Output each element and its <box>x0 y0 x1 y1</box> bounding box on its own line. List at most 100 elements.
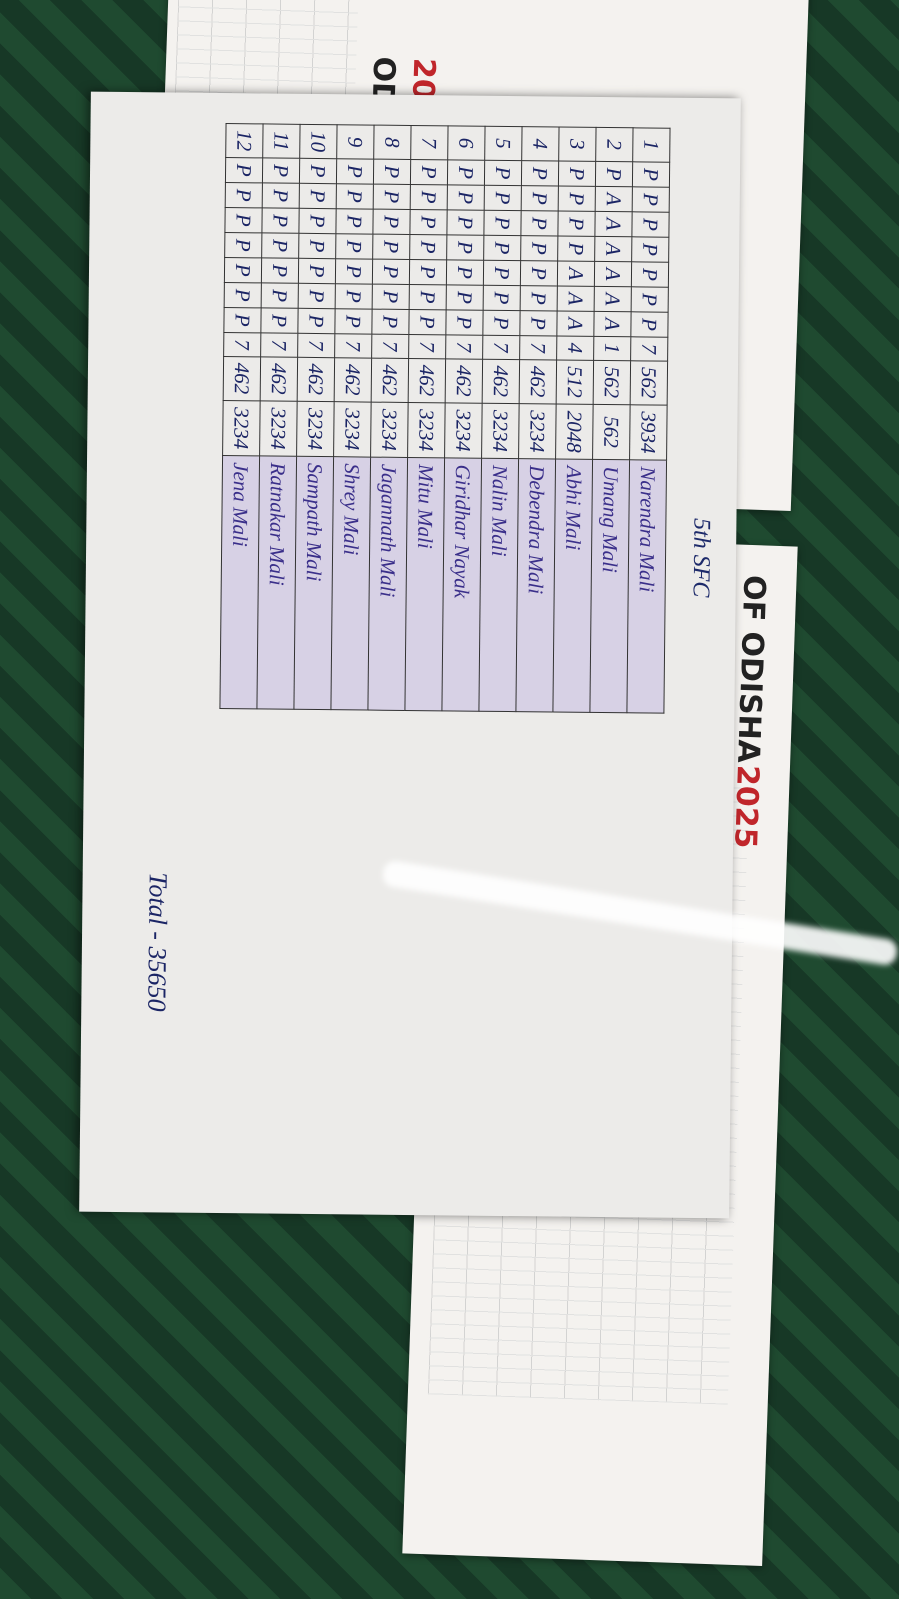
attendance-mark: P <box>557 236 595 262</box>
amount: 3234 <box>259 400 298 457</box>
attendance-mark: A <box>594 236 632 262</box>
serial: 5 <box>484 126 523 161</box>
worker-row: 7 P P P P P P P 7 462 3234 Mitu Mali <box>404 125 449 711</box>
total-label: Total - <box>143 872 173 941</box>
attendance-mark: P <box>484 185 522 211</box>
attendance-mark: P <box>224 282 262 308</box>
attendance-mark: A <box>594 261 632 287</box>
attendance-mark: P <box>631 261 669 288</box>
attendance-mark: P <box>298 258 336 284</box>
worker-row: 5 P P P P P P P 7 462 3234 Nalin Mali <box>478 126 523 712</box>
attendance-mark: P <box>483 235 521 261</box>
attendance-mark: A <box>594 211 633 237</box>
amount: 3234 <box>444 402 483 459</box>
attendance-mark: A <box>593 311 632 337</box>
days: 1 <box>593 336 631 361</box>
attendance-mark: P <box>446 234 484 261</box>
rate: 462 <box>334 357 372 403</box>
attendance-mark: A <box>594 286 632 312</box>
worker-name: Debendra Mali <box>515 458 556 712</box>
attendance-mark: P <box>224 257 262 283</box>
worker-name: Nalin Mali <box>478 458 519 712</box>
sheet-heading: 5th SFC <box>687 517 715 598</box>
rate: 512 <box>556 359 594 405</box>
attendance-mark: P <box>521 185 559 212</box>
amount: 3934 <box>629 404 668 461</box>
worker-row: 3 P P P P A A A 4 512 2048 Abhi Mali <box>552 127 597 713</box>
worker-name: Ratnakar Mali <box>256 455 297 710</box>
attendance-mark: P <box>558 186 596 212</box>
attendance-mark: P <box>446 259 484 286</box>
attendance-mark: A <box>557 261 595 287</box>
days: 7 <box>223 332 261 357</box>
attendance-mark: P <box>521 160 559 187</box>
worker-row: 10 P P P P P P P 7 462 3234 Sampath Mali <box>293 124 338 710</box>
attendance-mark: P <box>299 158 337 184</box>
attendance-mark: P <box>408 309 447 335</box>
days: 7 <box>371 334 409 358</box>
attendance-mark: P <box>409 234 447 260</box>
attendance-mark: P <box>297 308 336 334</box>
serial: 6 <box>447 125 486 161</box>
attendance-mark: A <box>557 286 595 312</box>
serial: 3 <box>558 127 597 162</box>
attendance-mark: P <box>520 285 558 312</box>
rate: 462 <box>371 357 409 403</box>
attendance-mark: P <box>520 260 558 287</box>
attendance-mark: P <box>520 210 559 237</box>
worker-name: Jagannath Mali <box>367 457 408 711</box>
attendance-mark: P <box>519 310 558 337</box>
worker-row: 2 P A A A A A A 1 562 562 Umang Mali <box>589 127 634 713</box>
worker-row: 1 P P P P P P P 7 562 3934 Narendra Mali <box>626 127 671 714</box>
attendance-mark: P <box>225 182 263 208</box>
worker-row: 4 P P P P P P P 7 462 3234 Debendra Mali <box>515 126 560 712</box>
attendance-mark: P <box>225 157 263 183</box>
attendance-mark: P <box>334 308 373 335</box>
attendance-mark: P <box>335 258 373 285</box>
rate: 462 <box>297 356 335 402</box>
attendance-mark: P <box>631 211 670 238</box>
serial: 9 <box>336 124 375 160</box>
attendance-mark: P <box>483 210 522 236</box>
amount: 3234 <box>481 403 520 459</box>
amount: 3234 <box>407 402 446 458</box>
attendance-mark: P <box>631 286 669 313</box>
amount: 2048 <box>555 404 594 460</box>
attendance-mark: P <box>372 234 410 260</box>
days: 7 <box>630 336 668 361</box>
attendance-mark: P <box>631 236 669 263</box>
days: 7 <box>297 333 335 358</box>
worker-name: Jena Mali <box>219 455 260 709</box>
attendance-mark: P <box>484 160 522 186</box>
attendance-mark: P <box>261 207 300 234</box>
attendance-mark: P <box>630 311 669 338</box>
rate: 462 <box>223 356 261 401</box>
worker-row: 11 P P P P P P P 7 462 3234 Ratnakar Mali <box>256 123 301 710</box>
days: 7 <box>408 334 446 359</box>
attendance-sheet: 5th SFC 1 P P P P P P P 7 562 3934 Narendra Mali 2 P A… <box>79 91 741 1219</box>
attendance-mark: P <box>335 233 373 260</box>
days: 4 <box>556 336 594 360</box>
attendance-mark: P <box>372 209 411 235</box>
attendance-mark: P <box>409 259 447 285</box>
amount: 3234 <box>518 403 557 460</box>
amount: 3234 <box>296 401 335 457</box>
rate: 462 <box>260 356 298 402</box>
attendance-mark: P <box>557 211 596 237</box>
attendance-mark: P <box>595 161 633 187</box>
rate: 562 <box>593 359 631 405</box>
attendance-mark: P <box>335 283 373 310</box>
attendance-mark: P <box>409 284 447 310</box>
rate: 462 <box>408 357 446 403</box>
days: 7 <box>519 335 557 360</box>
attendance-mark: P <box>372 259 410 285</box>
worker-row: 8 P P P P P P P 7 462 3234 Jagannath Mali <box>367 125 412 711</box>
attendance-mark: P <box>520 235 558 262</box>
worker-name: Shrey Mali <box>330 456 371 711</box>
total: Total - 35650 <box>141 872 172 1011</box>
worker-name: Umang Mali <box>589 459 630 713</box>
attendance-mark: P <box>410 184 448 210</box>
days: 7 <box>482 335 520 360</box>
amount: 562 <box>592 404 631 460</box>
attendance-mark: P <box>335 208 374 235</box>
